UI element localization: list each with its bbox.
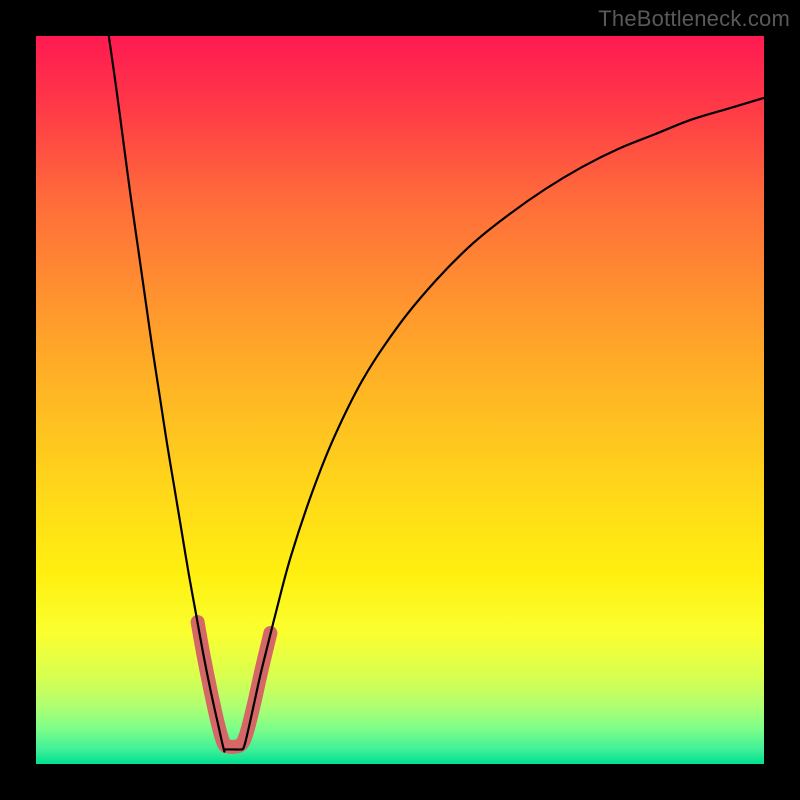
chart-container: TheBottleneck.com [0,0,800,800]
watermark-text: TheBottleneck.com [598,6,790,32]
curve-layer [36,36,764,764]
plot-area [36,36,764,764]
